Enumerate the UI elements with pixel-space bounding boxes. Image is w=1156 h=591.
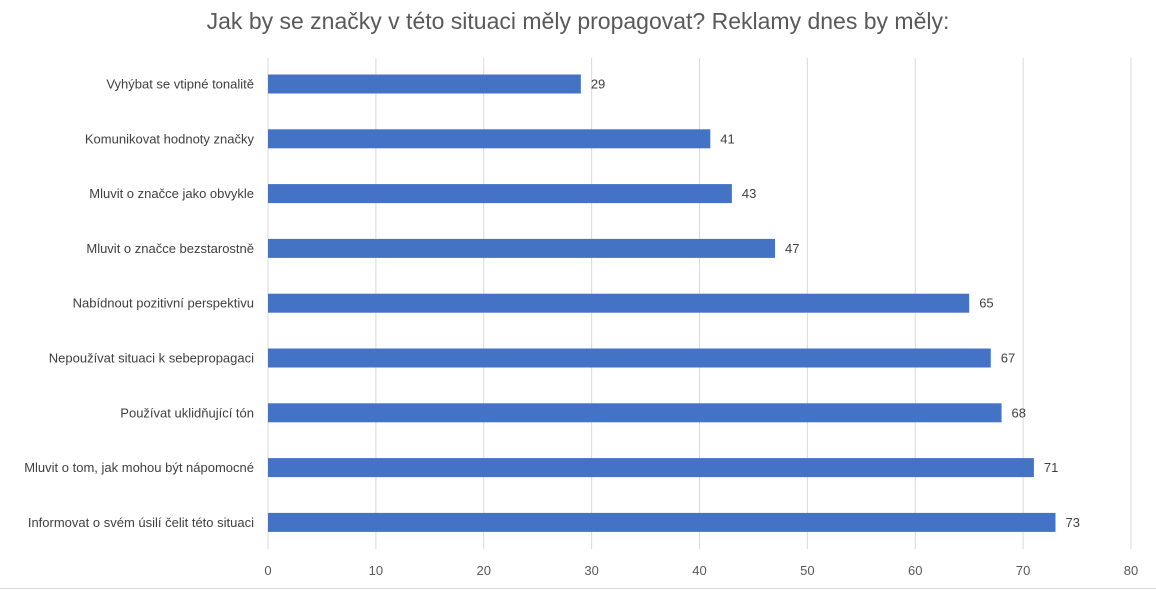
category-label: Mluvit o značce bezstarostně xyxy=(86,241,254,256)
x-tick-label: 20 xyxy=(477,563,491,578)
data-label: 29 xyxy=(591,77,605,92)
category-labels: Vyhýbat se vtipné tonalitě Komunikovat ho… xyxy=(24,77,254,530)
x-tick-label: 30 xyxy=(584,563,598,578)
x-tick-label: 10 xyxy=(369,563,383,578)
category-label: Nepoužívat situaci k sebepropagaci xyxy=(49,351,254,366)
data-label: 41 xyxy=(720,131,734,146)
data-label: 71 xyxy=(1044,460,1058,475)
x-tick-label: 40 xyxy=(692,563,706,578)
bars xyxy=(268,74,1056,532)
x-tick-label: 80 xyxy=(1124,563,1138,578)
data-label: 73 xyxy=(1065,515,1079,530)
bar xyxy=(268,238,776,258)
x-axis-ticks: 0 10 20 30 40 50 60 70 80 xyxy=(264,563,1138,578)
bar xyxy=(268,129,711,149)
category-label: Komunikovat hodnoty značky xyxy=(85,131,255,146)
value-labels: 29 41 43 47 65 67 68 71 73 xyxy=(591,77,1080,530)
category-label: Nabídnout pozitivní perspektivu xyxy=(73,296,254,311)
data-label: 47 xyxy=(785,241,799,256)
data-label: 65 xyxy=(979,296,993,311)
bar xyxy=(268,184,732,204)
bar xyxy=(268,512,1056,532)
category-label: Mluvit o tom, jak mohou být nápomocné xyxy=(24,460,254,475)
bottom-divider xyxy=(0,588,1156,589)
bar xyxy=(268,458,1034,478)
x-tick-label: 0 xyxy=(264,563,271,578)
x-tick-label: 60 xyxy=(908,563,922,578)
bar xyxy=(268,348,991,368)
data-label: 43 xyxy=(742,186,756,201)
category-label: Vyhýbat se vtipné tonalitě xyxy=(106,77,254,92)
chart-title: Jak by se značky v této situaci měly pro… xyxy=(206,8,950,34)
bar xyxy=(268,293,970,313)
category-label: Informovat o svém úsilí čelit této situa… xyxy=(28,515,254,530)
data-label: 68 xyxy=(1012,405,1026,420)
bar xyxy=(268,74,581,94)
category-label: Mluvit o značce jako obvykle xyxy=(89,186,254,201)
category-label: Používat uklidňující tón xyxy=(120,405,254,420)
data-label: 67 xyxy=(1001,351,1015,366)
x-tick-label: 70 xyxy=(1016,563,1030,578)
x-tick-label: 50 xyxy=(800,563,814,578)
bar xyxy=(268,403,1002,423)
